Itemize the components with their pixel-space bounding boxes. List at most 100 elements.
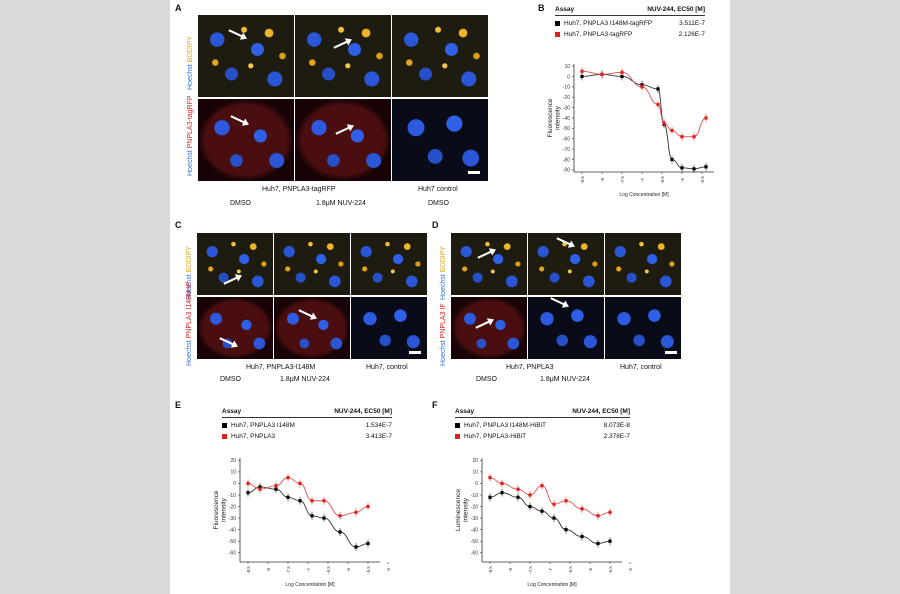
data-point-red (580, 507, 584, 511)
y-tick-label: 0 (475, 481, 478, 487)
data-point-black (516, 495, 520, 499)
data-point-black (620, 74, 624, 79)
image-a-control-tagrfp (391, 98, 489, 182)
table-row: Huh7, PNPLA3 I148M 1.534E-7 (222, 422, 392, 429)
fit-line-black (581, 73, 707, 170)
image-a-dmso-tagrfp (197, 98, 295, 182)
data-point-red (258, 487, 262, 491)
data-point-red (608, 510, 612, 514)
table-row: Huh7, PNPLA3 3.413E-7 (222, 433, 392, 440)
y-tick-label: -70 (563, 147, 570, 153)
x-tick-label: -8 (508, 568, 513, 572)
image-d-dmso-bodipy (450, 232, 528, 296)
data-point-black (488, 495, 492, 499)
y-tick-label: -20 (563, 95, 570, 101)
data-point-black (656, 87, 660, 91)
panel-a-cell-label: Huh7, PNPLA3-tagRFP (262, 186, 336, 193)
y-tick-label: -80 (563, 157, 570, 163)
y-tick-label: -60 (563, 137, 570, 143)
x-tick-label: -5 (386, 568, 390, 572)
table-header: Assay NUV-244, EC50 [M] (222, 408, 392, 418)
x-tick-label: -8.5 (246, 566, 251, 574)
x-tick-label: -7.5 (286, 566, 291, 574)
data-point-black (338, 530, 342, 534)
data-point-black (540, 509, 544, 513)
panel-d-side-bottom: Hoechst PNPLA3 IF (440, 303, 447, 366)
x-tick-label: -6 (680, 178, 685, 182)
panel-d-cond2: 1.8μM NUV-224 (540, 376, 590, 383)
panel-c-cond1: DMSO (220, 376, 241, 383)
image-d-control-bodipy (604, 232, 682, 296)
x-tick-label: -7 (306, 568, 311, 572)
panel-b-table: Assay NUV-244, EC50 [M] Huh7, PNPLA3 I148… (555, 6, 705, 38)
data-point-red (516, 487, 520, 491)
x-tick-label: -7 (548, 568, 553, 572)
image-d-dmso-if (450, 296, 528, 360)
image-c-dmso-if (196, 296, 274, 360)
table-row: Huh7, PNPLA3-tagRFP 2.126E-7 (555, 31, 705, 38)
data-point-red (310, 499, 314, 503)
x-tick-label: -8.5 (488, 566, 493, 574)
chart-e: 20 10 0 -10 -20 -30 -40 -50 -60 -8.5 -8 -7.5 -7 -6.5 -… (213, 458, 390, 588)
data-point-red (338, 514, 342, 518)
data-point-black (322, 516, 326, 520)
y-axis-label: Fluorescenceintensity (547, 98, 562, 137)
data-point-black (298, 499, 302, 503)
chart-b: 10 0 -10 -20 -30 -40 -50 -60 -70 -80 -90 -8.5 -8 -7.5… (547, 64, 714, 198)
x-tick-label: -5 (628, 568, 632, 572)
data-point-black (500, 491, 504, 495)
fit-line-red (489, 477, 611, 517)
data-point-black (670, 157, 674, 162)
data-point-black (366, 541, 370, 546)
data-point-red (298, 481, 302, 486)
y-tick-label: -50 (471, 539, 478, 545)
data-point-black (354, 545, 358, 549)
panel-a-cond1: DMSO (230, 200, 251, 207)
x-tick-label: -8.5 (580, 176, 585, 184)
data-point-red (600, 72, 604, 76)
y-tick-label: -90 (563, 168, 570, 174)
image-c-control-bodipy (350, 232, 428, 296)
x-tick-label: -5.5 (366, 566, 371, 574)
panel-e-table: Assay NUV-244, EC50 [M] Huh7, PNPLA3 I148… (222, 408, 392, 440)
y-tick-label: -10 (471, 493, 478, 499)
panel-a-cond3: DMSO (428, 200, 449, 207)
image-a-nuv-bodipy (294, 14, 392, 98)
y-tick-label: 0 (567, 74, 570, 80)
panel-f-label: F (432, 400, 438, 410)
table-row: Huh7, PNPLA3 I148M-tagRFP 3.511E-7 (555, 20, 705, 27)
data-point-black (286, 495, 290, 499)
fit-line-red (581, 70, 707, 138)
y-tick-label: 10 (230, 470, 236, 476)
chart-f: 20 10 0 -10 -20 -30 -40 -50 -60 -8.5 -8 -7.5 -7 -6.5 -… (455, 458, 632, 588)
y-tick-label: 20 (230, 458, 236, 464)
data-point-red (528, 493, 532, 497)
data-point-red (680, 135, 684, 139)
panel-e-label: E (175, 400, 182, 410)
x-tick-label: -8 (600, 178, 605, 182)
panel-d-label: D (432, 220, 439, 230)
image-c-nuv-if (273, 296, 351, 360)
data-point-red (286, 476, 290, 480)
table-row: Huh7, PNPLA3 I148M-HiBiT 8.073E-8 (455, 422, 630, 429)
table-header: Assay NUV-244, EC50 [M] (555, 6, 705, 16)
x-tick-label: -6.5 (326, 566, 331, 574)
data-point-red (704, 116, 708, 120)
x-tick-label: -6 (346, 568, 351, 572)
x-tick-label: -6.5 (660, 176, 665, 184)
y-tick-label: -20 (229, 504, 236, 510)
x-tick-label: -7.5 (528, 566, 533, 574)
y-tick-label: -30 (563, 105, 570, 111)
y-tick-label: 10 (472, 470, 478, 476)
data-point-red (274, 484, 278, 488)
data-point-red (540, 484, 544, 488)
data-point-black (580, 534, 584, 539)
y-tick-label: 20 (472, 458, 478, 464)
image-c-nuv-bodipy (273, 232, 351, 296)
data-point-black (704, 165, 708, 169)
y-tick-label: 10 (564, 64, 570, 70)
x-tick-label: -7 (640, 178, 645, 182)
data-point-red (640, 85, 644, 89)
fit-line-black (489, 492, 611, 544)
data-point-red (500, 481, 504, 486)
